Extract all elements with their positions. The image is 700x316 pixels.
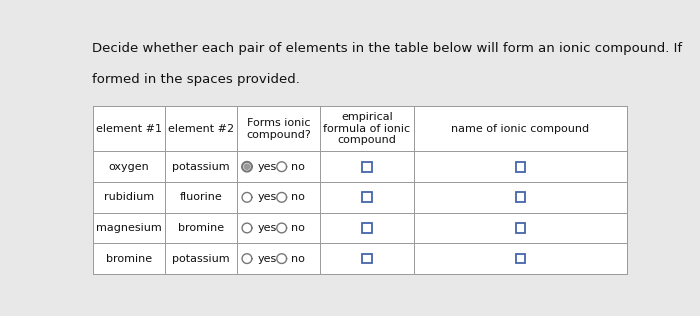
Text: bromine: bromine — [106, 254, 152, 264]
Text: no: no — [291, 223, 305, 233]
Text: no: no — [291, 192, 305, 202]
Bar — [362, 254, 372, 264]
Text: name of ionic compound: name of ionic compound — [452, 124, 589, 134]
Text: bromine: bromine — [178, 223, 224, 233]
Text: Forms ionic
compound?: Forms ionic compound? — [246, 118, 311, 140]
Text: Decide whether each pair of elements in the table below will form an ionic compo: Decide whether each pair of elements in … — [92, 42, 682, 55]
Text: yes: yes — [258, 223, 277, 233]
Bar — [515, 223, 525, 233]
Bar — [515, 192, 525, 202]
Bar — [362, 162, 372, 172]
Bar — [362, 223, 372, 233]
Text: fluorine: fluorine — [180, 192, 223, 202]
Text: potassium: potassium — [172, 162, 230, 172]
Text: formed in the spaces provided.: formed in the spaces provided. — [92, 73, 300, 86]
Bar — [515, 254, 525, 264]
Bar — [515, 162, 525, 172]
Text: empirical
formula of ionic
compound: empirical formula of ionic compound — [323, 112, 410, 145]
Text: potassium: potassium — [172, 254, 230, 264]
Text: oxygen: oxygen — [108, 162, 149, 172]
Text: magnesium: magnesium — [96, 223, 162, 233]
Text: no: no — [291, 254, 305, 264]
Text: yes: yes — [258, 192, 277, 202]
Polygon shape — [244, 164, 250, 169]
Text: yes: yes — [258, 254, 277, 264]
Text: yes: yes — [258, 162, 277, 172]
Text: rubidium: rubidium — [104, 192, 154, 202]
Text: no: no — [291, 162, 305, 172]
Text: element #2: element #2 — [168, 124, 234, 134]
Bar — [93, 106, 627, 274]
Text: element #1: element #1 — [96, 124, 162, 134]
Bar — [362, 192, 372, 202]
